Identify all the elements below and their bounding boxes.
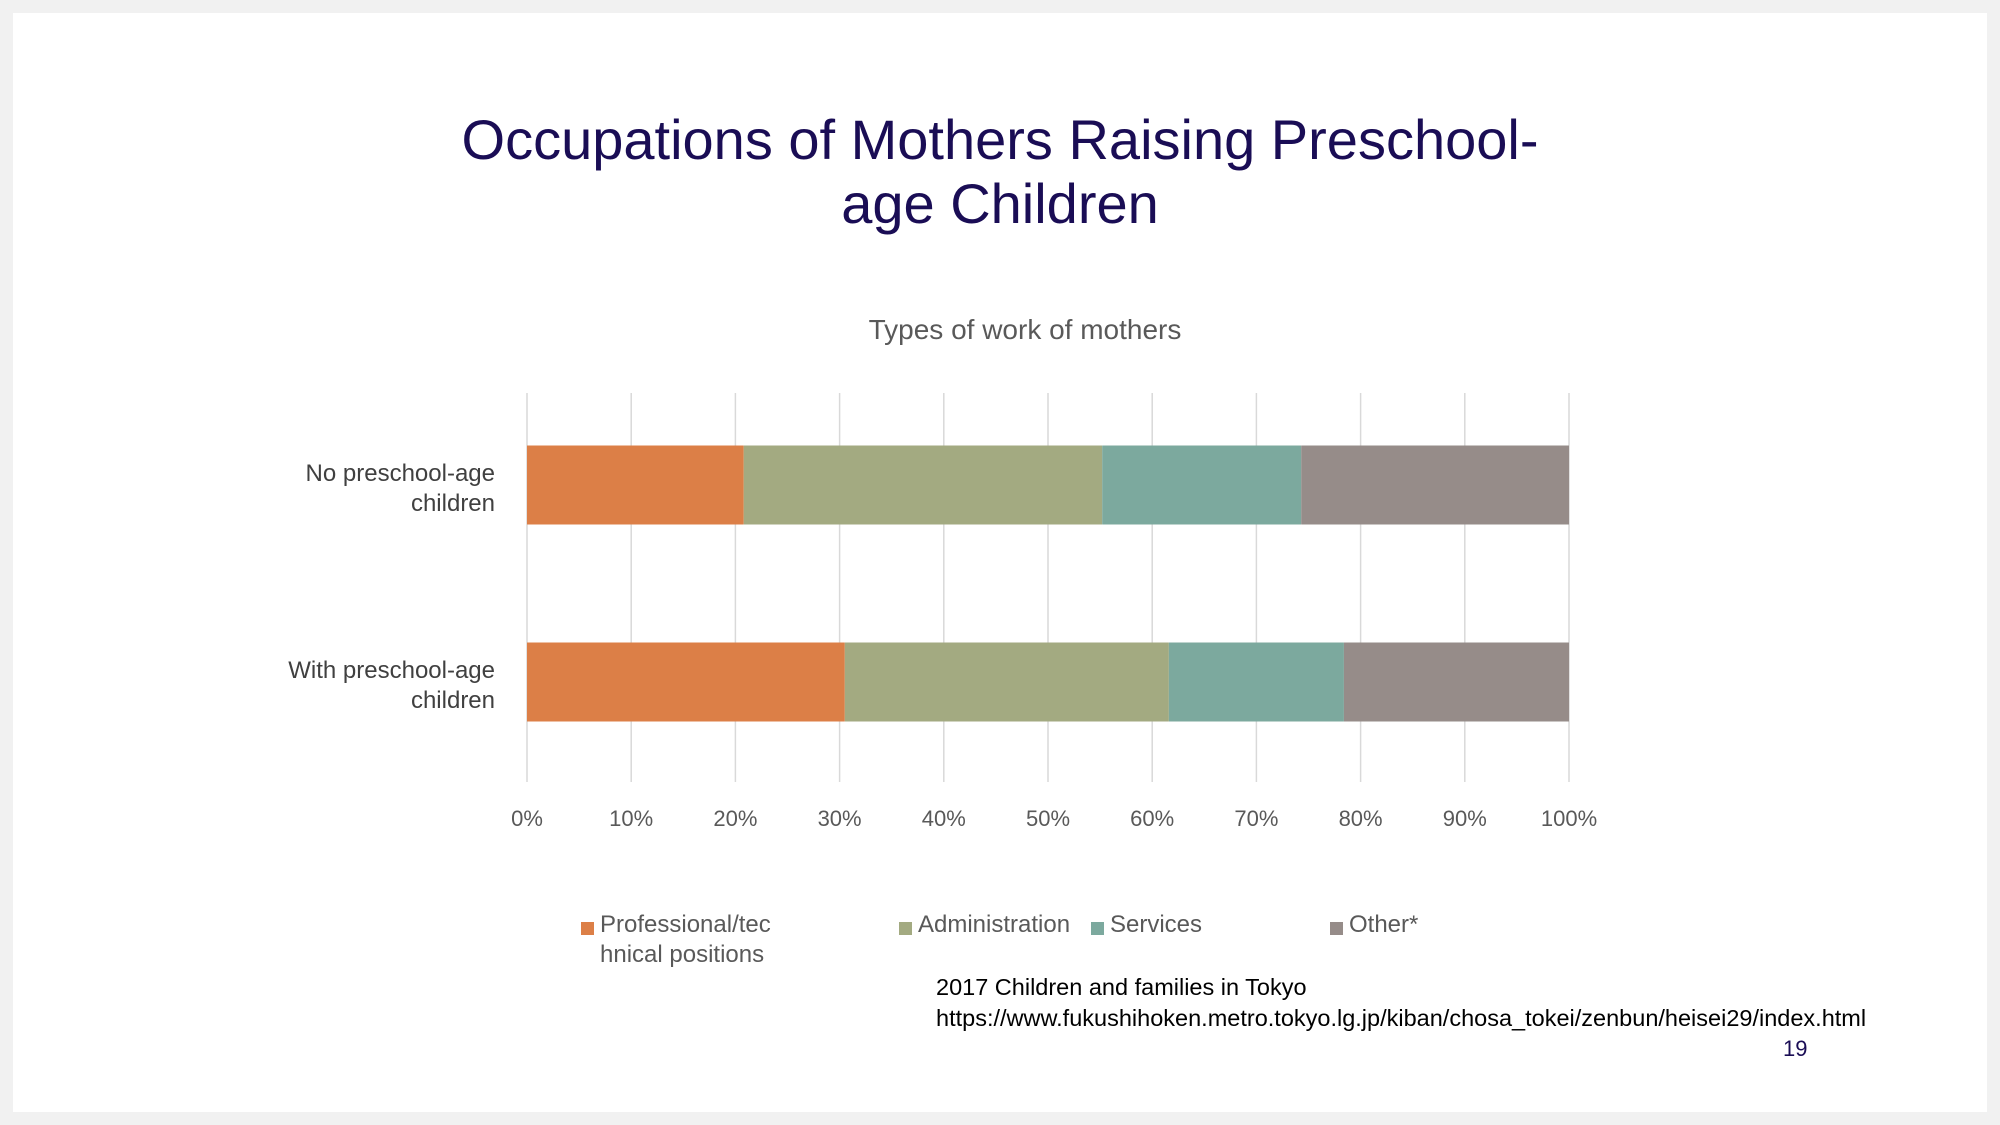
- x-tick-label: 100%: [1541, 806, 1597, 831]
- x-tick-label: 50%: [1026, 806, 1070, 831]
- legend-label: Professional/tec hnical positions: [600, 910, 771, 970]
- legend-label-line: hnical positions: [600, 941, 765, 968]
- legend-label-line: Other*: [1349, 911, 1419, 938]
- source-citation: 2017 Children and families in Tokyo http…: [936, 972, 1866, 1034]
- legend-swatch: [581, 922, 594, 935]
- x-tick-label: 30%: [818, 806, 862, 831]
- bar-segment: [1343, 642, 1569, 722]
- y-category-label-line: With preschool-age: [288, 657, 495, 684]
- bar-segment: [743, 445, 1103, 525]
- y-category-label-line: children: [411, 490, 495, 517]
- x-tick-label: 0%: [511, 806, 543, 831]
- y-category-label-line: children: [411, 687, 495, 714]
- legend-label: Administration: [918, 910, 1070, 940]
- bar-segment: [844, 642, 1169, 722]
- bar-segment: [527, 642, 845, 722]
- legend-label-line: Administration: [918, 911, 1071, 938]
- x-tick-label: 90%: [1443, 806, 1487, 831]
- x-tick-label: 10%: [609, 806, 653, 831]
- x-tick-label: 20%: [713, 806, 757, 831]
- x-tick-label: 40%: [922, 806, 966, 831]
- bar-segment: [1301, 445, 1569, 525]
- x-tick-label: 70%: [1234, 806, 1278, 831]
- source-line-1: 2017 Children and families in Tokyo: [936, 974, 1307, 1000]
- legend-label-line: Services: [1110, 911, 1203, 938]
- slide-title-line-2: age Children: [841, 172, 1159, 235]
- slide-title-line-1: Occupations of Mothers Raising Preschool…: [461, 108, 1539, 171]
- legend-swatch: [1091, 922, 1104, 935]
- x-tick-label: 60%: [1130, 806, 1174, 831]
- y-category-label: With preschool-age children: [288, 657, 495, 714]
- slide-title: Occupations of Mothers Raising Preschool…: [0, 108, 2000, 236]
- legend-label: Services: [1110, 910, 1202, 940]
- source-url: https://www.fukushihoken.metro.tokyo.lg.…: [936, 1005, 1867, 1031]
- y-category-label-line: No preschool-age: [306, 460, 495, 487]
- x-tick-label: 80%: [1339, 806, 1383, 831]
- bar-segment: [527, 445, 744, 525]
- legend-swatch: [1330, 922, 1343, 935]
- chart-title: Types of work of mothers: [868, 314, 1182, 345]
- bar-segment: [1168, 642, 1344, 722]
- page-number: 19: [1783, 1036, 1808, 1061]
- legend-label: Other*: [1349, 910, 1418, 940]
- y-category-label: No preschool-age children: [306, 460, 495, 517]
- bar-segment: [1102, 445, 1302, 525]
- legend-swatch: [899, 922, 912, 935]
- slide: [13, 13, 1987, 1112]
- legend-label-line: Professional/tec: [600, 911, 771, 938]
